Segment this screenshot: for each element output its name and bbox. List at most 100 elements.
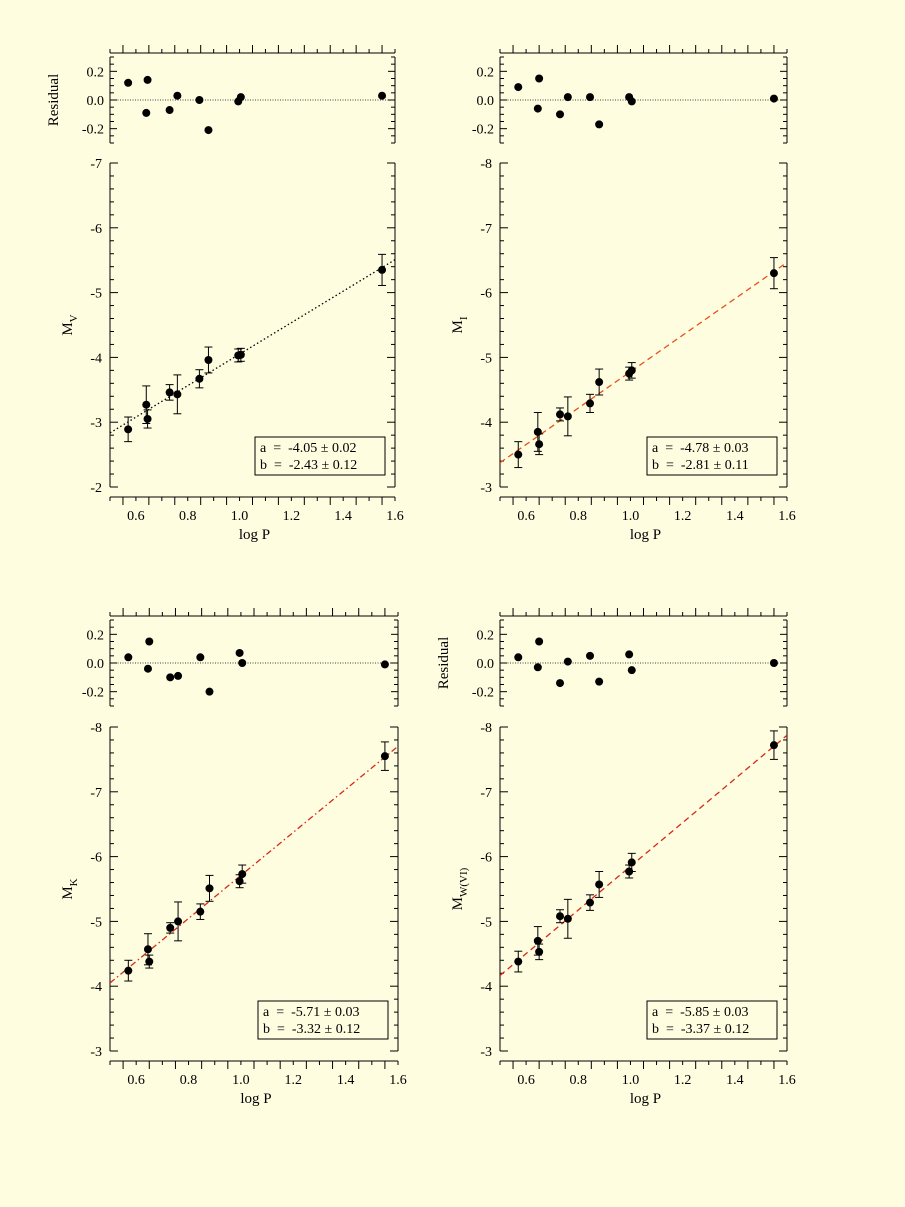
y-tick-label: -7 bbox=[90, 157, 102, 172]
residual-tick-label: -0.2 bbox=[82, 123, 104, 138]
y-axis-label-subscript: V bbox=[68, 314, 80, 322]
y-tick-label: -5 bbox=[90, 915, 102, 930]
fit-legend-box bbox=[646, 1000, 778, 1040]
y-tick-label: -5 bbox=[480, 915, 492, 930]
data-point bbox=[533, 936, 542, 945]
residual-point bbox=[173, 91, 182, 100]
x-tick-label: 1.6 bbox=[778, 1073, 796, 1088]
residual-tick-label: 0.2 bbox=[477, 628, 495, 643]
residual-tick-label: -0.2 bbox=[82, 686, 104, 701]
residual-point bbox=[142, 108, 151, 117]
residual-point bbox=[595, 677, 604, 686]
x-tick-label: 1.4 bbox=[726, 1073, 744, 1088]
fit-param-b: b = -2.81 ± 0.11 bbox=[652, 458, 749, 473]
y-axis-label: MI bbox=[450, 316, 470, 333]
residual-point bbox=[195, 96, 204, 104]
y-tick-label: -2 bbox=[90, 481, 102, 496]
residual-point bbox=[174, 671, 183, 680]
data-point bbox=[533, 427, 542, 436]
residual-point bbox=[627, 97, 636, 106]
residual-axis-label: Residual bbox=[46, 74, 62, 127]
residual-point bbox=[586, 651, 595, 660]
residual-point bbox=[535, 637, 544, 646]
x-tick-label: 1.6 bbox=[386, 509, 404, 524]
x-axis-label: log P bbox=[630, 1091, 661, 1107]
residual-tick-label: 0.0 bbox=[87, 657, 105, 672]
residual-point bbox=[514, 83, 523, 92]
data-point bbox=[514, 450, 523, 459]
x-tick-label: 0.6 bbox=[517, 1073, 535, 1088]
y-axis-label-subscript: W(VI) bbox=[458, 867, 470, 897]
y-tick-label: -4 bbox=[90, 351, 102, 366]
x-axis-label: log P bbox=[630, 527, 661, 543]
y-tick-label: -4 bbox=[480, 416, 492, 431]
residual-point bbox=[769, 94, 778, 103]
y-tick-label: -3 bbox=[480, 1045, 492, 1060]
y-tick-label: -6 bbox=[480, 287, 492, 302]
residual-tick-label: 0.2 bbox=[477, 65, 495, 80]
residual-point bbox=[535, 74, 544, 83]
y-tick-label: -7 bbox=[480, 222, 492, 237]
residual-point bbox=[124, 78, 133, 87]
residual-tick-label: 0.0 bbox=[477, 94, 495, 109]
x-tick-label: 1.0 bbox=[622, 1073, 640, 1088]
data-point bbox=[595, 880, 604, 889]
residual-point bbox=[165, 106, 174, 115]
x-tick-label: 1.2 bbox=[283, 509, 301, 524]
residual-point bbox=[205, 687, 214, 696]
y-tick-label: -6 bbox=[480, 851, 492, 866]
x-tick-label: 1.0 bbox=[231, 509, 249, 524]
data-point bbox=[586, 898, 595, 907]
x-tick-label: 0.6 bbox=[517, 509, 535, 524]
panel-I: 0.2 0.0 -0.2 0.6 0.8 1.0 1.2 1.4 1.6 log P -3 -4 -5 -… bbox=[450, 45, 796, 543]
data-point bbox=[769, 741, 778, 750]
data-point bbox=[173, 390, 182, 399]
residual-point bbox=[514, 653, 523, 662]
x-tick-label: 1.4 bbox=[726, 509, 744, 524]
residual-point bbox=[595, 120, 604, 129]
panel-W: 0.2 0.0 -0.2 Residual 0.6 0.8 1.0 1.2 1.4 1.6 log … bbox=[436, 608, 796, 1107]
data-point bbox=[769, 269, 778, 278]
x-tick-label: 0.6 bbox=[127, 509, 145, 524]
residual-point bbox=[533, 663, 542, 672]
fit-param-a: a = -5.85 ± 0.03 bbox=[652, 1005, 748, 1020]
residual-point bbox=[145, 637, 154, 646]
y-tick-label: -4 bbox=[480, 980, 492, 995]
data-point bbox=[563, 914, 572, 923]
data-point bbox=[142, 400, 151, 409]
y-axis-label-main: M bbox=[450, 320, 466, 333]
data-point bbox=[586, 399, 595, 408]
data-point bbox=[595, 378, 604, 387]
x-tick-label: 1.6 bbox=[389, 1073, 407, 1088]
data-point bbox=[166, 923, 175, 932]
y-tick-label: -8 bbox=[480, 157, 492, 172]
data-point bbox=[124, 425, 133, 434]
y-tick-label: -3 bbox=[90, 1045, 102, 1060]
fit-legend-box bbox=[646, 436, 778, 476]
y-axis-label-main: M bbox=[450, 897, 466, 910]
residual-point bbox=[236, 93, 245, 102]
fit-line bbox=[110, 745, 398, 984]
x-tick-label: 0.8 bbox=[180, 1073, 198, 1088]
y-axis-label-subscript: I bbox=[458, 316, 470, 320]
residual-point bbox=[627, 666, 636, 675]
x-tick-label: 1.4 bbox=[334, 509, 352, 524]
fit-param-a: a = -4.78 ± 0.03 bbox=[652, 441, 748, 456]
data-point bbox=[124, 966, 133, 975]
y-tick-label: -7 bbox=[480, 786, 492, 801]
data-point bbox=[627, 366, 636, 375]
residual-tick-label: 0.2 bbox=[87, 65, 105, 80]
y-tick-label: -5 bbox=[480, 351, 492, 366]
residual-tick-label: 0.0 bbox=[87, 94, 105, 109]
y-tick-label: -3 bbox=[480, 481, 492, 496]
y-axis-label-main: M bbox=[60, 886, 76, 899]
fit-param-b: b = -3.37 ± 0.12 bbox=[652, 1022, 749, 1037]
x-tick-label: 0.8 bbox=[570, 1073, 588, 1088]
data-point bbox=[174, 917, 183, 926]
y-tick-label: -6 bbox=[90, 851, 102, 866]
data-point bbox=[165, 388, 174, 397]
fit-param-b: b = -2.43 ± 0.12 bbox=[260, 458, 357, 473]
fit-param-a: a = -5.71 ± 0.03 bbox=[263, 1005, 359, 1020]
data-point bbox=[514, 957, 523, 966]
